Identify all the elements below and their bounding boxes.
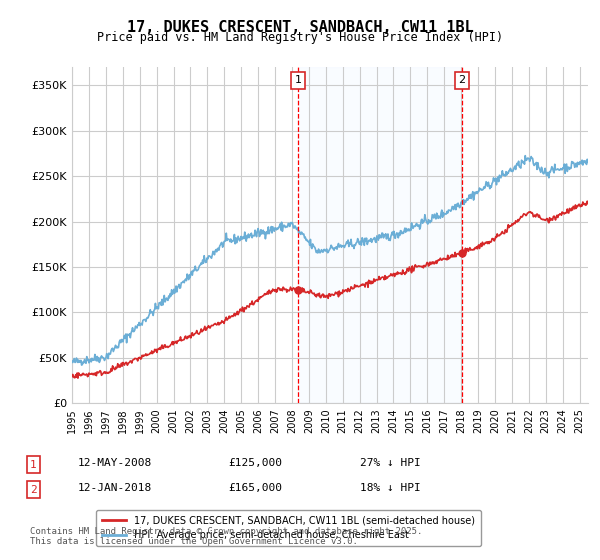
Text: 12-JAN-2018: 12-JAN-2018	[78, 483, 152, 493]
Text: £165,000: £165,000	[228, 483, 282, 493]
Text: 27% ↓ HPI: 27% ↓ HPI	[360, 458, 421, 468]
Bar	[298, 67, 462, 403]
Text: 17, DUKES CRESCENT, SANDBACH, CW11 1BL: 17, DUKES CRESCENT, SANDBACH, CW11 1BL	[127, 20, 473, 35]
Legend: 17, DUKES CRESCENT, SANDBACH, CW11 1BL (semi-detached house), HPI: Average price: 17, DUKES CRESCENT, SANDBACH, CW11 1BL (…	[97, 510, 481, 546]
Text: Contains HM Land Registry data © Crown copyright and database right 2025.
This d: Contains HM Land Registry data © Crown c…	[30, 526, 422, 546]
Text: 1: 1	[295, 76, 302, 85]
Text: 12-MAY-2008: 12-MAY-2008	[78, 458, 152, 468]
Text: 1: 1	[30, 460, 37, 470]
Text: 2: 2	[458, 76, 466, 85]
Text: Price paid vs. HM Land Registry's House Price Index (HPI): Price paid vs. HM Land Registry's House …	[97, 31, 503, 44]
Text: 2: 2	[30, 485, 37, 495]
Text: £125,000: £125,000	[228, 458, 282, 468]
Text: 18% ↓ HPI: 18% ↓ HPI	[360, 483, 421, 493]
